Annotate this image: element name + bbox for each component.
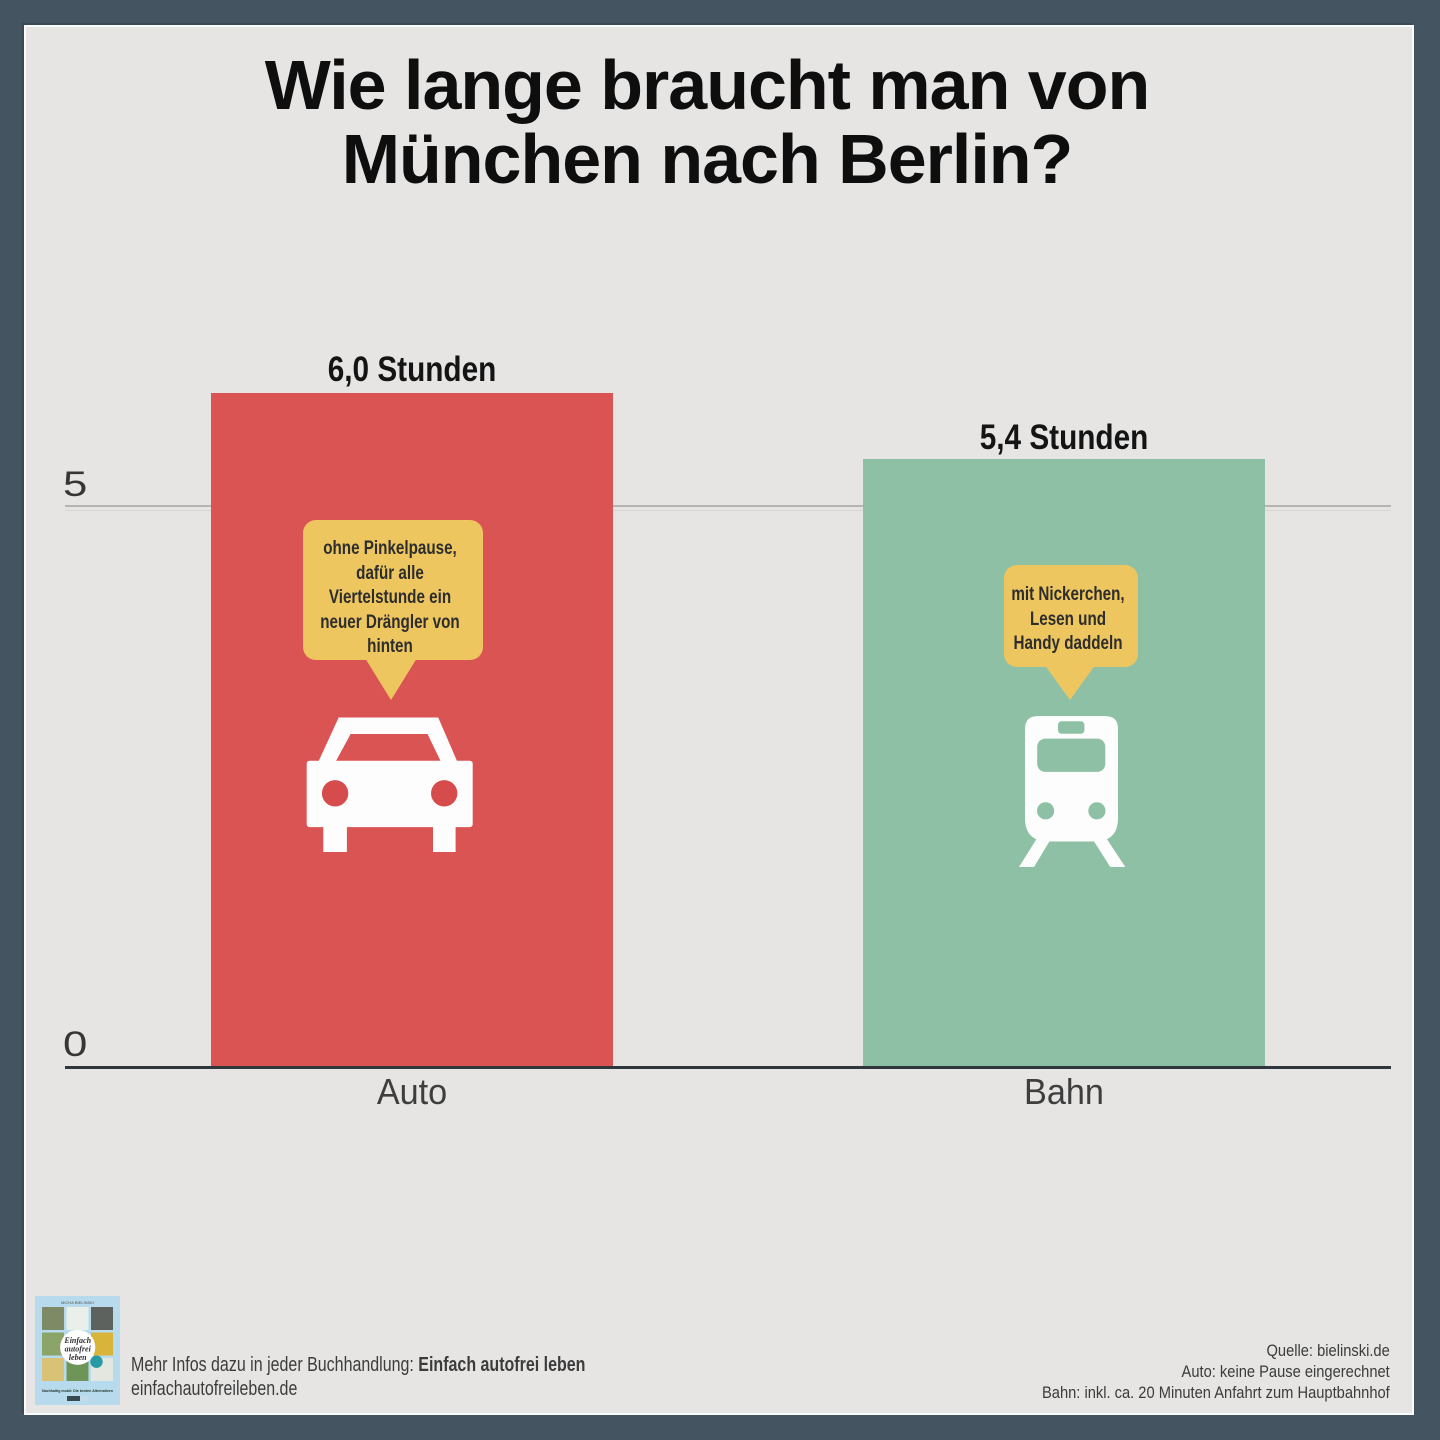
svg-text:Nachhaltig mobil: Die besten A: Nachhaltig mobil: Die besten Alternative… (42, 1389, 113, 1393)
svg-text:Einfach: Einfach (63, 1336, 91, 1345)
svg-text:MICHA BIELINSKI: MICHA BIELINSKI (61, 1300, 94, 1305)
svg-text:leben: leben (69, 1353, 87, 1362)
svg-text:autofrei: autofrei (65, 1345, 92, 1354)
